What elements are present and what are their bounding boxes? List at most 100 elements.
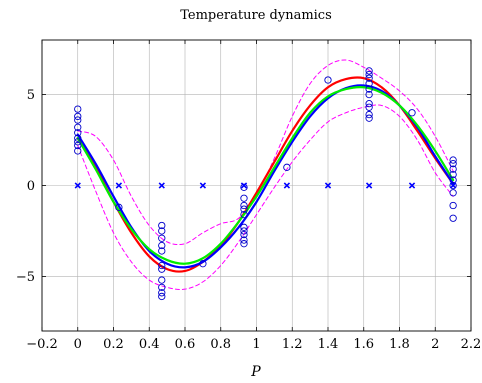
observation-point (365, 100, 373, 108)
observation-point (74, 147, 82, 155)
inducing-point (115, 182, 123, 189)
inducing-point-stroke (324, 182, 332, 189)
marker-group (74, 67, 457, 301)
observation-point (240, 205, 248, 213)
inducing-point-stroke (158, 182, 165, 189)
observation-point (449, 170, 457, 179)
observation-point (240, 194, 248, 202)
inducing-point-stroke (115, 182, 123, 189)
observation-point (240, 210, 248, 219)
x-tick-label: 1.8 (389, 337, 410, 352)
observation-point (240, 183, 248, 191)
observation-point (158, 241, 166, 250)
observation-point (74, 116, 82, 124)
observation-point (74, 105, 82, 113)
observation-point (158, 292, 166, 301)
observation-point (158, 247, 166, 255)
inducing-point (240, 182, 248, 189)
observation-point (449, 214, 457, 222)
observation-point (324, 76, 332, 84)
inducing-point-stroke (365, 182, 373, 189)
x-tick-label: 0 (74, 337, 82, 352)
observation-point (158, 276, 166, 284)
observation-point (365, 67, 373, 75)
observation-point (449, 176, 457, 184)
observation-point (408, 109, 416, 117)
observation-point (158, 227, 166, 235)
inducing-point (74, 182, 81, 189)
observation-point (365, 80, 373, 88)
observation-point (365, 110, 373, 119)
observation-point (240, 230, 248, 239)
observation-point (158, 234, 166, 242)
observation-point (365, 90, 373, 99)
inducing-point (283, 182, 291, 189)
observation-point (283, 163, 291, 171)
x-tick-label: 1.4 (318, 337, 339, 352)
observation-point (199, 260, 207, 268)
observation-point (240, 223, 248, 231)
observation-point (74, 134, 82, 142)
series-band-magenta (77, 104, 454, 290)
inducing-point (408, 182, 416, 189)
series-band-magenta (77, 59, 454, 246)
inducing-point-stroke (74, 182, 81, 189)
inducing-point-stroke (240, 182, 248, 189)
inducing-point (365, 182, 373, 189)
observation-point (365, 85, 373, 93)
x-tick-label: 0.4 (139, 337, 160, 352)
inducing-point-stroke (408, 182, 416, 189)
observation-point (158, 265, 166, 273)
observation-point (449, 189, 457, 197)
observation-point (74, 141, 82, 150)
x-tick-label: −0.2 (26, 337, 58, 352)
x-tick-label: 1.2 (282, 337, 303, 352)
observation-point (240, 240, 248, 248)
inducing-point-stroke (283, 182, 291, 189)
observation-point (449, 201, 457, 210)
tick-group: −0.2 0 0.2 0.4 0.6 0.8 1 1.2 1.4 1.6 1.8 2 2.2 −5 0 5 (16, 40, 482, 352)
x-tick-label: 1.6 (353, 337, 374, 352)
observation-point (158, 289, 166, 297)
x-tick-label: 0.2 (103, 337, 124, 352)
x-tick-label: 2 (431, 337, 439, 352)
inducing-point (158, 182, 165, 189)
y-tick-label: 0 (27, 179, 35, 194)
observation-point (158, 283, 166, 291)
series-line-red (76, 76, 455, 273)
x-tick-label: 2.2 (461, 337, 482, 352)
observation-point (74, 138, 82, 146)
y-tick-label: 5 (27, 88, 35, 103)
observation-point (115, 203, 123, 211)
x-tick-label: 1 (252, 337, 260, 352)
x-axis-label: P (250, 364, 261, 380)
observation-point (158, 221, 166, 230)
inducing-point-stroke (449, 182, 457, 189)
observation-point (365, 103, 373, 111)
observation-point (365, 114, 373, 122)
observation-point (74, 123, 82, 131)
series-line-green (76, 86, 455, 265)
observation-point (240, 236, 248, 244)
y-tick-label: −5 (16, 270, 35, 285)
observation-point (74, 129, 82, 137)
observation-point (365, 70, 373, 79)
observation-point (240, 201, 248, 210)
observation-point (449, 160, 457, 168)
x-tick-label: 0.6 (175, 337, 196, 352)
observation-point (449, 156, 457, 164)
inducing-point (449, 182, 457, 189)
observation-point (74, 112, 82, 121)
observation-point (240, 227, 248, 235)
chart-title: Temperature dynamics (180, 8, 332, 23)
inducing-point-stroke (199, 182, 207, 189)
x-tick-label: 0.8 (210, 337, 231, 352)
observation-point (449, 181, 457, 190)
inducing-point (199, 182, 207, 189)
inducing-point (324, 182, 332, 189)
observation-point (158, 261, 166, 270)
observation-point (449, 165, 457, 173)
series-group (76, 59, 455, 290)
observation-point (365, 74, 373, 82)
